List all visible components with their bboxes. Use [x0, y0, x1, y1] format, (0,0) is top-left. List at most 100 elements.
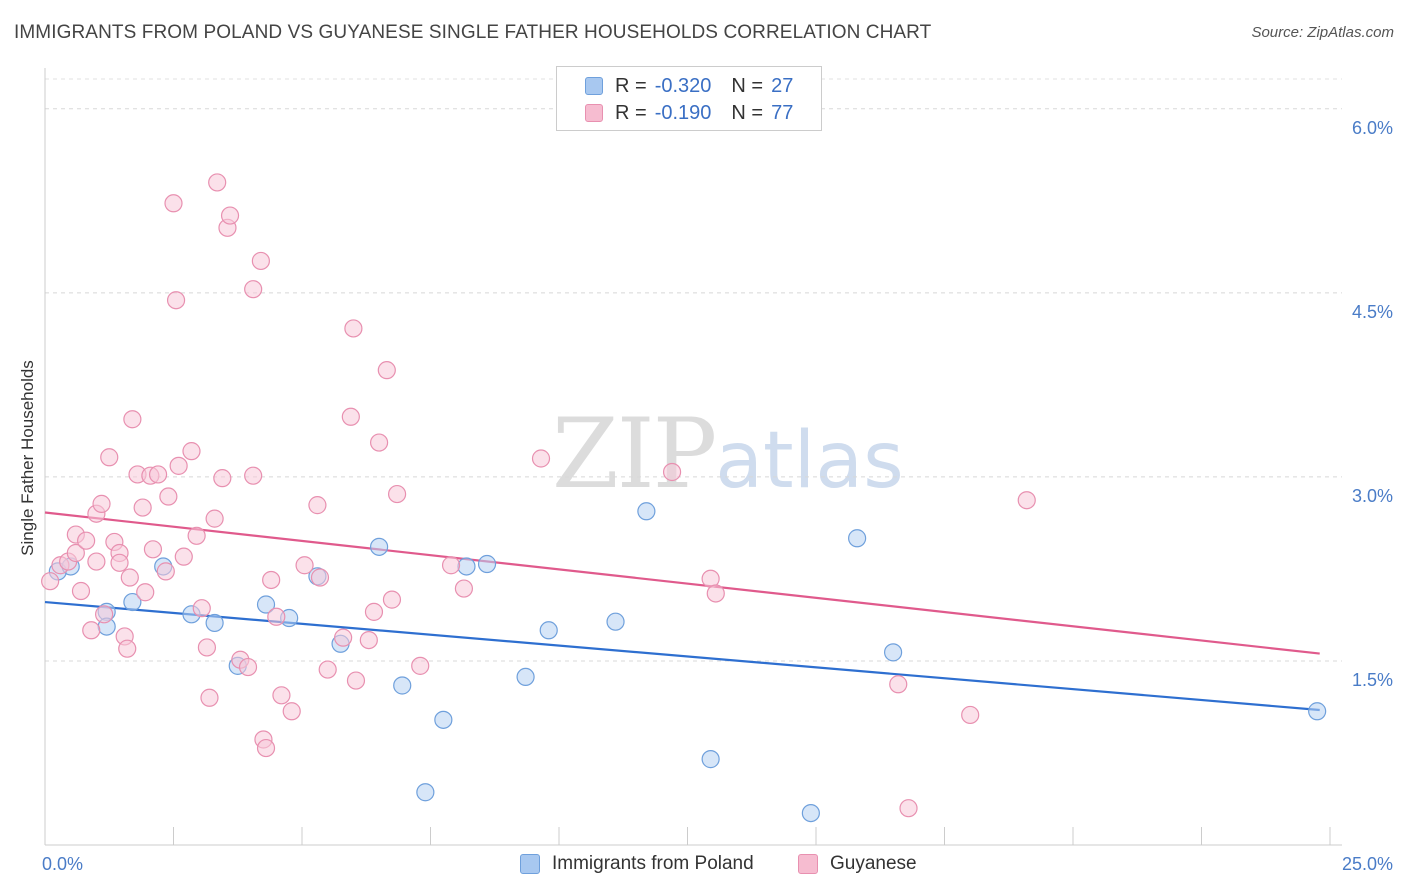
chart-title: IMMIGRANTS FROM POLAND VS GUYANESE SINGL… [14, 22, 932, 43]
legend-n-value: 27 [771, 74, 794, 97]
data-point [133, 498, 152, 517]
data-point [370, 433, 389, 452]
data-point [295, 556, 314, 575]
legend-n-value: 77 [771, 101, 794, 124]
data-point [213, 469, 232, 488]
data-point [441, 556, 461, 575]
data-point [238, 657, 258, 677]
data-point [454, 579, 474, 598]
bottom-legend-guyanese: Guyanese [798, 851, 917, 877]
legend-r-label: R = [615, 74, 647, 97]
data-point [393, 676, 412, 695]
data-point [41, 572, 60, 591]
data-point [166, 291, 186, 310]
data-point [341, 407, 360, 426]
legend-r-value: -0.190 [654, 101, 712, 124]
data-point [310, 568, 330, 587]
data-point [110, 553, 129, 572]
data-point [182, 442, 201, 461]
data-point [411, 656, 430, 675]
data-point [208, 173, 227, 192]
legend-n-label: N = [731, 101, 764, 124]
data-point [143, 540, 163, 559]
data-point [174, 547, 193, 566]
legend-row-guyanese: R = -0.190 N = 77 [585, 100, 793, 126]
data-point [244, 280, 263, 299]
data-point [606, 612, 625, 631]
data-point [256, 738, 276, 758]
data-point [200, 688, 219, 707]
data-point [87, 552, 106, 571]
y-axis-title: Single Father Households [18, 360, 37, 556]
data-point [889, 675, 908, 694]
data-point [370, 537, 389, 556]
data-point [205, 509, 224, 528]
data-point [272, 686, 291, 705]
data-point [1017, 491, 1036, 510]
data-point [156, 562, 175, 581]
data-point [262, 570, 281, 590]
data-point [701, 750, 720, 769]
data-point [539, 621, 558, 640]
data-point [120, 568, 139, 587]
data-point [282, 702, 301, 721]
data-point [118, 639, 137, 658]
data-point [434, 710, 453, 729]
y-tick-label: 6.0% [1352, 118, 1393, 138]
data-point [251, 251, 270, 271]
data-point [334, 628, 353, 647]
correlation-legend: R = -0.320 N = 27 R = -0.190 N = 77 [556, 66, 822, 131]
data-point [377, 361, 396, 380]
data-point [706, 584, 725, 603]
data-point [308, 496, 327, 515]
data-point [477, 554, 497, 574]
data-point [148, 465, 168, 484]
data-point [382, 590, 402, 609]
data-point [457, 557, 476, 576]
data-point [159, 487, 178, 506]
data-point [220, 206, 240, 225]
trend-lines [44, 511, 1320, 712]
data-point [136, 583, 155, 602]
y-tick-label: 3.0% [1352, 486, 1393, 506]
data-point [318, 660, 337, 679]
data-point [100, 448, 119, 467]
bottom-legend-poland: Immigrants from Poland [520, 851, 754, 877]
trend-line-1 [44, 511, 1320, 655]
data-point [95, 605, 114, 624]
data-point [801, 803, 820, 823]
data-point [77, 531, 96, 550]
legend-r-value: -0.320 [654, 74, 712, 97]
watermark-logo: ZIPatlas [552, 398, 904, 510]
data-point [344, 319, 363, 338]
data-point [164, 194, 183, 213]
data-point [961, 705, 980, 725]
source-label: Source: ZipAtlas.com [1251, 24, 1394, 41]
series-1 [41, 173, 1036, 818]
data-point [197, 638, 217, 657]
x-tick-label-max: 25.0% [1342, 854, 1393, 874]
bottom-legend-label-guyanese: Guyanese [830, 853, 917, 874]
data-point [244, 466, 263, 485]
legend-row-poland: R = -0.320 N = 27 [585, 73, 793, 99]
legend-n-label: N = [731, 74, 764, 97]
legend-r-label: R = [615, 101, 647, 124]
bottom-legend-label-poland: Immigrants from Poland [552, 853, 754, 874]
trend-line-0 [44, 600, 1320, 712]
data-point [92, 494, 111, 513]
data-point [187, 526, 206, 545]
data-point [416, 783, 435, 802]
data-point [637, 502, 656, 521]
x-tick-label-min: 0.0% [42, 854, 83, 874]
y-tick-label: 4.5% [1352, 302, 1393, 322]
data-point [848, 529, 867, 548]
data-point [123, 410, 142, 429]
data-point [531, 449, 551, 468]
data-point [883, 643, 903, 662]
data-point [123, 592, 142, 612]
data-point [82, 621, 101, 640]
data-point [71, 581, 91, 601]
axis-labels: 1.5% 3.0% 4.5% 6.0% 0.0% 25.0% Single Father H… [18, 118, 1393, 874]
data-point [169, 456, 188, 475]
